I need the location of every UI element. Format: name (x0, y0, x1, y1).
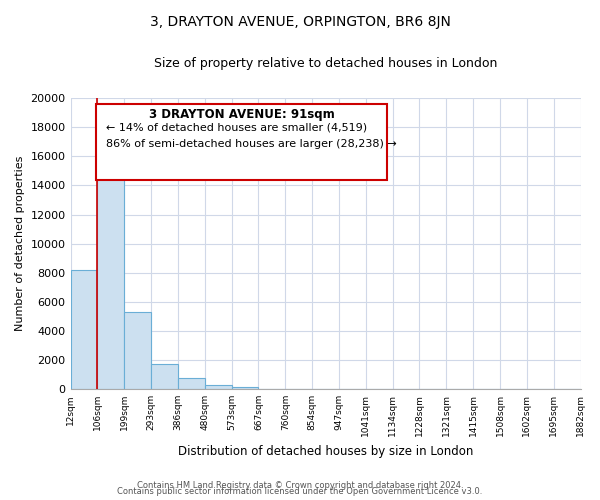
Bar (232, 386, 259, 389)
Y-axis label: Number of detached properties: Number of detached properties (15, 156, 25, 332)
Bar (124, 312, 151, 389)
Bar (71, 270, 97, 389)
Text: Contains public sector information licensed under the Open Government Licence v3: Contains public sector information licen… (118, 487, 482, 496)
Bar (178, 378, 205, 389)
Text: 3, DRAYTON AVENUE, ORPINGTON, BR6 8JN: 3, DRAYTON AVENUE, ORPINGTON, BR6 8JN (149, 15, 451, 29)
Text: ← 14% of detached houses are smaller (4,519): ← 14% of detached houses are smaller (4,… (106, 123, 367, 133)
Title: Size of property relative to detached houses in London: Size of property relative to detached ho… (154, 58, 497, 70)
X-axis label: Distribution of detached houses by size in London: Distribution of detached houses by size … (178, 444, 473, 458)
Text: 3 DRAYTON AVENUE: 91sqm: 3 DRAYTON AVENUE: 91sqm (149, 108, 334, 121)
Bar (97, 148, 124, 389)
FancyBboxPatch shape (96, 104, 387, 180)
Text: 86% of semi-detached houses are larger (28,238) →: 86% of semi-detached houses are larger (… (106, 139, 397, 149)
Text: Contains HM Land Registry data © Crown copyright and database right 2024.: Contains HM Land Registry data © Crown c… (137, 481, 463, 490)
Bar (205, 385, 232, 389)
Bar (151, 364, 178, 389)
